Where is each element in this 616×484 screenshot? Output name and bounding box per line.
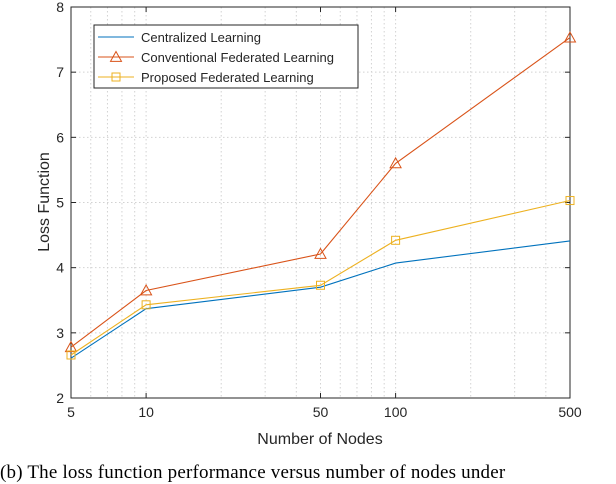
y-tick-label: 7: [56, 64, 64, 80]
y-tick-label: 2: [56, 390, 64, 406]
y-tick-label: 4: [56, 260, 64, 276]
y-tick-label: 6: [56, 129, 64, 145]
data-point-1: [139, 283, 153, 296]
legend-label: Conventional Federated Learning: [141, 50, 334, 65]
legend-label: Proposed Federated Learning: [141, 70, 314, 85]
data-point-1: [389, 156, 402, 169]
x-tick-label: 100: [384, 404, 408, 420]
series-line-2: [70, 199, 571, 356]
series-line-1: [70, 37, 571, 348]
x-tick-label: 5: [67, 404, 75, 420]
legend-marker: [111, 72, 121, 82]
legend-label: Centralized Learning: [141, 30, 261, 45]
series-line-0: [70, 240, 571, 359]
data-point-1: [563, 31, 577, 43]
legend: Centralized Learning Conventional Federat…: [93, 24, 359, 89]
figure-caption: (b) The loss function performance versus…: [0, 462, 506, 483]
legend-marker: [109, 50, 123, 62]
x-axis-label: Number of Nodes: [257, 431, 382, 448]
data-point-1: [314, 247, 327, 259]
y-axis-label: Loss Function: [36, 152, 53, 252]
data-point-1: [64, 340, 78, 353]
y-tick-label: 5: [56, 195, 64, 211]
x-tick-label: 10: [138, 404, 154, 420]
legend-box: [93, 24, 359, 89]
axes: 5 10 50 100 500 2 3 4 5 6 7 8: [56, 0, 582, 420]
data-point-2: [141, 300, 151, 310]
x-tick-label: 50: [313, 404, 329, 420]
data-point-2: [391, 235, 401, 245]
y-tick-label: 8: [56, 0, 64, 15]
x-tick-label: 500: [558, 404, 582, 420]
data-point-2: [316, 280, 325, 290]
series-lines: [64, 31, 577, 360]
data-point-2: [66, 350, 76, 360]
y-tick-label: 3: [56, 325, 64, 341]
data-point-2: [565, 196, 575, 206]
